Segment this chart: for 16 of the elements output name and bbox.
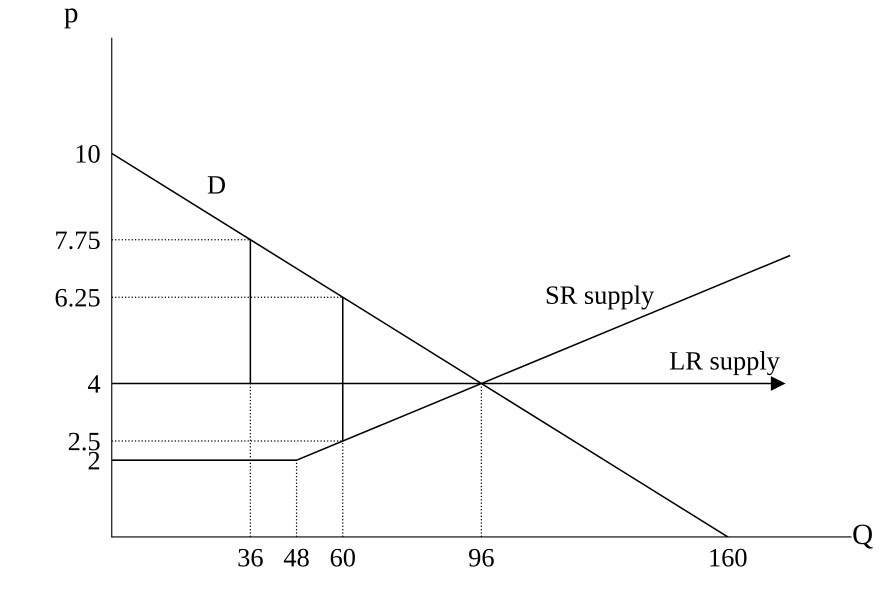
y-tick-label: 2.5 (68, 432, 100, 451)
y-tick-label: 4 (88, 375, 100, 393)
x-tick-label: 96 (469, 548, 494, 567)
y-tick-label: 6.25 (56, 288, 100, 307)
x-tick-label: 36 (238, 548, 263, 567)
series-label: D (208, 176, 225, 194)
y-tick-label: 2 (88, 452, 100, 470)
y-tick-label: 10 (76, 145, 100, 163)
y-tick-label: 7.75 (56, 232, 100, 250)
x-tick-label: 60 (330, 548, 355, 567)
x-tick-label: 48 (284, 548, 309, 567)
x-axis-title: Q (853, 524, 873, 549)
series-label: SR supply (546, 285, 654, 310)
x-tick-label: 160 (710, 548, 747, 567)
series-label: LR supply (670, 351, 780, 376)
y-axis-title: p (64, 8, 78, 28)
